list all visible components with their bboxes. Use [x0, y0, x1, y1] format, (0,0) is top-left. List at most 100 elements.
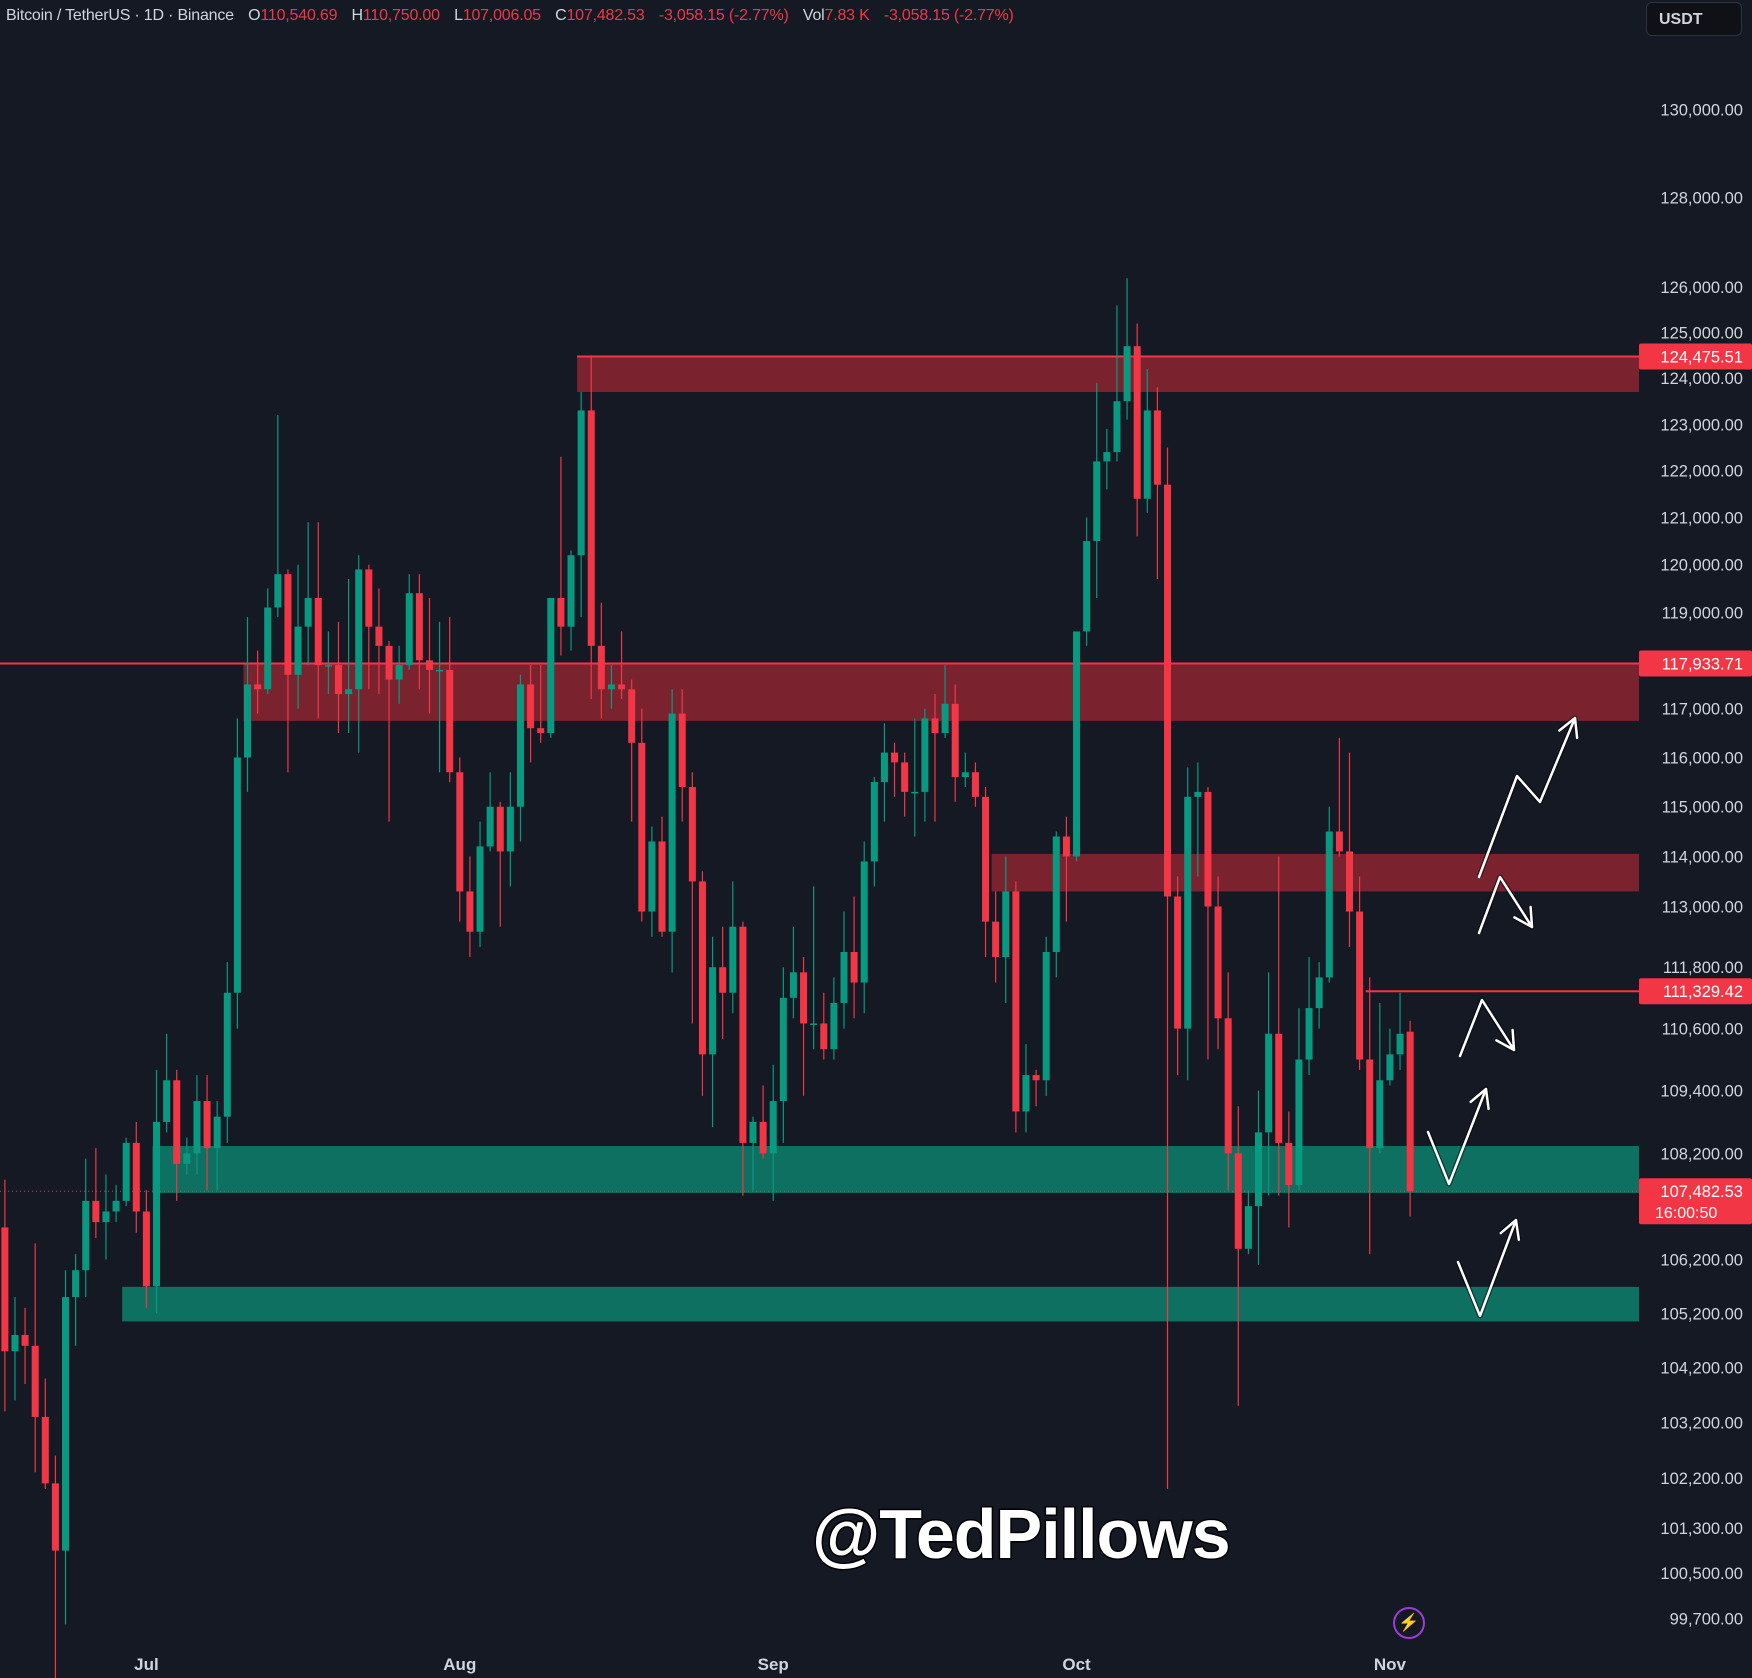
price-tick-label: 103,200.00 [1660, 1414, 1743, 1432]
candle-body [840, 951, 848, 1003]
candle-body [1366, 1059, 1374, 1149]
candle-body [21, 1334, 29, 1346]
candle-body [1214, 906, 1222, 1019]
candle-body [901, 762, 909, 792]
candle-body [345, 689, 353, 695]
time-tick-label: Aug [443, 1655, 476, 1674]
candle-body [466, 891, 474, 932]
projection-arrow [1426, 1087, 1490, 1186]
high-value: 110,750.00 [362, 7, 440, 24]
candle-body [385, 645, 393, 680]
candle-body [244, 684, 251, 758]
candle-body [436, 669, 444, 672]
candle-body [31, 1345, 39, 1417]
projection-arrow [1458, 998, 1516, 1058]
candle-body [1062, 836, 1070, 857]
resistance-zone [991, 853, 1639, 892]
candle-body [658, 841, 666, 932]
price-tick-label: 113,000.00 [1662, 899, 1743, 917]
candle-body [1153, 410, 1161, 485]
candle-body [891, 752, 899, 763]
price-tick-label: 117,000.00 [1662, 701, 1743, 719]
support-zone [122, 1286, 1639, 1322]
price-tick-label: 123,000.00 [1660, 416, 1743, 434]
candle-body [992, 921, 1000, 958]
candle-body [1, 1227, 9, 1352]
price-tick-label: 121,000.00 [1660, 510, 1743, 528]
price-tick-label: 101,300.00 [1660, 1520, 1743, 1538]
candle-body [375, 626, 383, 646]
price-tick-label: 111,800.00 [1663, 959, 1743, 977]
low-label: L [454, 7, 463, 24]
candle-body [72, 1270, 80, 1298]
candle-body [11, 1334, 19, 1352]
candle-body [597, 645, 605, 690]
candle-body [921, 718, 929, 792]
candle-body [203, 1101, 211, 1149]
symbol-legend: Bitcoin / TetherUS · 1D · Binance O110,5… [6, 7, 1014, 25]
time-tick-label: Sep [758, 1655, 789, 1674]
candle-body [1396, 1033, 1404, 1055]
price-tick-label: 99,700.00 [1670, 1611, 1743, 1629]
candle-body [628, 689, 636, 743]
support-zone [152, 1146, 1639, 1193]
candle-body [213, 1116, 221, 1149]
price-tick-label: 102,200.00 [1660, 1470, 1743, 1488]
candle-body [911, 791, 919, 794]
price-tick-label: 109,400.00 [1660, 1083, 1743, 1101]
candle-body [587, 410, 595, 646]
candle-body [1052, 836, 1060, 952]
candle-body [1002, 891, 1010, 958]
watermark: @TedPillows [811, 1494, 1233, 1575]
candle-body [982, 796, 990, 922]
candle-body [1295, 1059, 1303, 1185]
candle-body [769, 1101, 777, 1154]
candle-body [961, 772, 969, 778]
candle-body [577, 410, 585, 556]
candle-body [1174, 896, 1182, 1029]
candle-body [668, 713, 676, 932]
candle-body [850, 951, 858, 983]
candle-body [678, 713, 686, 787]
candle-body [1113, 401, 1121, 453]
volume-value: 7.83 K [824, 7, 870, 24]
candle-body [1032, 1075, 1040, 1081]
price-axis[interactable]: 130,000.00 128,000.00 126,000.00 125,000.00… [1660, 102, 1743, 1629]
candle-body [334, 665, 342, 695]
candle-body [233, 757, 241, 993]
candle-body [1386, 1054, 1394, 1081]
symbol-title: Bitcoin / TetherUS · 1D · Binance [6, 7, 234, 24]
candle-body [941, 703, 949, 734]
time-axis[interactable]: Jul Aug Sep Oct Nov [134, 1655, 1406, 1674]
candle-body [537, 728, 545, 734]
candle-body [820, 1023, 828, 1050]
price-tick-label: 128,000.00 [1660, 190, 1743, 208]
lightning-bolt-icon[interactable]: ⚡ [1393, 1607, 1425, 1639]
candle-body [870, 782, 878, 862]
candle-body [749, 1121, 757, 1143]
candle-body [395, 665, 403, 680]
candle-body [688, 786, 696, 882]
open-label: O [248, 7, 261, 24]
candle-body [951, 703, 959, 778]
candle-body [971, 772, 979, 797]
price-label-text: 117,933.71 [1662, 655, 1743, 673]
arrow-shadow [1476, 715, 1580, 878]
candle-body [274, 574, 282, 608]
candle-body [1164, 484, 1172, 897]
candle-body [355, 569, 363, 690]
candle-body [800, 972, 808, 1024]
candle-body [1073, 631, 1081, 857]
candle-body [405, 593, 413, 666]
candle-body [1022, 1075, 1030, 1112]
candle-body [648, 841, 656, 912]
currency-button[interactable]: USDT [1646, 2, 1742, 36]
candle-body [254, 684, 262, 690]
candle-body [193, 1101, 201, 1154]
candle-body [527, 684, 535, 729]
candle-body [719, 967, 727, 993]
candle-body [41, 1416, 49, 1484]
candle-body [132, 1142, 140, 1212]
candle-body [789, 972, 797, 998]
